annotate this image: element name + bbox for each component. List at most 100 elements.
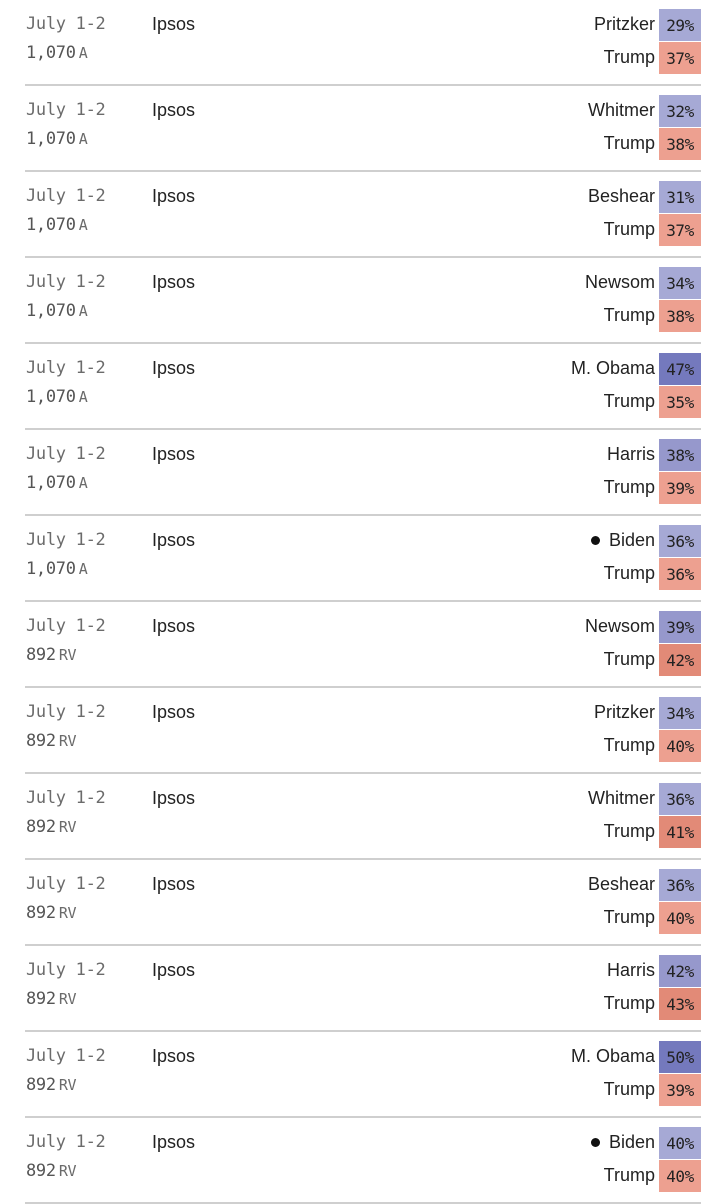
sample-size: 1,070 A — [26, 215, 88, 235]
candidate-2-pct: 42% — [659, 644, 701, 676]
candidate-1-label: Beshear — [587, 874, 655, 894]
poll-row[interactable]: July 1-2 892 RV Ipsos Beshear 36% Trump 4… — [25, 860, 701, 946]
candidate-1-label: Newsom — [584, 272, 655, 292]
poll-date: July 1-2 — [26, 100, 106, 120]
candidate-1-name: Beshear — [588, 186, 655, 207]
candidate-2-name: Trump — [603, 391, 655, 411]
candidate-1-label: Pritzker — [593, 702, 655, 722]
candidate-2-name: Trump — [603, 563, 655, 583]
candidate-2-name: Trump — [603, 1079, 655, 1099]
sample-size: 1,070 A — [26, 559, 88, 579]
sample-size: 1,070 A — [26, 301, 88, 321]
poll-date: July 1-2 — [26, 444, 106, 464]
leader-dot-icon — [590, 1138, 600, 1147]
poll-row[interactable]: July 1-2 892 RV Ipsos Newsom 39% Trump 42… — [25, 602, 701, 688]
candidate-1-name: M. Obama — [571, 358, 655, 379]
sample-type: A — [78, 302, 88, 320]
poll-date: July 1-2 — [26, 616, 106, 636]
sample-size: 1,070 A — [26, 473, 88, 493]
poll-row[interactable]: July 1-2 1,070 A Ipsos Beshear 31% Trump … — [25, 172, 701, 258]
sample-type: RV — [58, 1076, 77, 1094]
poll-date: July 1-2 — [26, 530, 106, 550]
pollster-name[interactable]: Ipsos — [152, 272, 196, 292]
candidate-1-pct: 40% — [659, 1127, 701, 1159]
pollster-name[interactable]: Ipsos — [152, 186, 196, 206]
candidate-1-name: Beshear — [588, 874, 655, 895]
pollster-name[interactable]: Ipsos — [152, 100, 196, 120]
pollster-name[interactable]: Ipsos — [152, 960, 196, 980]
poll-row[interactable]: July 1-2 1,070 A Ipsos M. Obama 47% Trump… — [25, 344, 701, 430]
candidate-1-pct: 31% — [659, 181, 701, 213]
candidate-2-pct: 38% — [659, 128, 701, 160]
pollster-name[interactable]: Ipsos — [152, 1132, 196, 1152]
candidate-2-pct: 38% — [659, 300, 701, 332]
candidate-2-name: Trump — [603, 305, 655, 325]
pollster-name[interactable]: Ipsos — [152, 444, 196, 464]
sample-size: 892 RV — [26, 989, 77, 1009]
sample-count: 892 — [26, 1075, 56, 1095]
pollster-name[interactable]: Ipsos — [152, 788, 196, 808]
sample-count: 892 — [26, 1161, 56, 1181]
pollster-name[interactable]: Ipsos — [152, 1046, 196, 1066]
pollster-name[interactable]: Ipsos — [152, 530, 196, 550]
poll-date: July 1-2 — [26, 186, 106, 206]
candidate-1-pct: 42% — [659, 955, 701, 987]
candidate-2-pct: 37% — [659, 42, 701, 74]
sample-type: A — [78, 388, 88, 406]
candidate-2-name: Trump — [603, 821, 655, 841]
poll-date: July 1-2 — [26, 702, 106, 722]
candidate-2-pct: 40% — [659, 730, 701, 762]
poll-row[interactable]: July 1-2 892 RV Ipsos M. Obama 50% Trump … — [25, 1032, 701, 1118]
poll-row[interactable]: July 1-2 1,070 A Ipsos Whitmer 32% Trump … — [25, 86, 701, 172]
candidate-2-pct: 43% — [659, 988, 701, 1020]
pollster-name[interactable]: Ipsos — [152, 874, 196, 894]
sample-type: RV — [58, 1162, 77, 1180]
candidate-2-name: Trump — [603, 219, 655, 239]
sample-size: 892 RV — [26, 903, 77, 923]
sample-size: 1,070 A — [26, 387, 88, 407]
candidate-1-pct: 39% — [659, 611, 701, 643]
poll-row[interactable]: July 1-2 892 RV Ipsos Harris 42% Trump 43… — [25, 946, 701, 1032]
poll-row[interactable]: July 1-2 1,070 A Ipsos Newsom 34% Trump 3… — [25, 258, 701, 344]
candidate-1-label: M. Obama — [570, 1046, 655, 1066]
candidate-1-label: M. Obama — [570, 358, 655, 378]
candidate-1-name: Harris — [607, 444, 655, 465]
poll-row[interactable]: July 1-2 892 RV Ipsos Whitmer 36% Trump 4… — [25, 774, 701, 860]
candidate-1-name: Biden — [590, 530, 655, 551]
sample-type: RV — [58, 818, 77, 836]
poll-row[interactable]: July 1-2 892 RV Ipsos Pritzker 34% Trump … — [25, 688, 701, 774]
sample-type: A — [78, 474, 88, 492]
candidate-1-pct: 34% — [659, 697, 701, 729]
sample-size: 892 RV — [26, 1075, 77, 1095]
sample-count: 892 — [26, 903, 56, 923]
poll-row[interactable]: July 1-2 1,070 A Ipsos Pritzker 29% Trump… — [25, 0, 701, 86]
candidate-2-name: Trump — [603, 649, 655, 669]
sample-type: A — [78, 560, 88, 578]
sample-count: 892 — [26, 645, 56, 665]
pollster-name[interactable]: Ipsos — [152, 14, 196, 34]
candidate-1-name: Pritzker — [594, 702, 655, 723]
poll-row[interactable]: July 1-2 1,070 A Ipsos Biden 36% Trump 36… — [25, 516, 701, 602]
sample-type: A — [78, 216, 88, 234]
poll-row[interactable]: July 1-2 892 RV Ipsos Biden 40% Trump 40% — [25, 1118, 701, 1204]
candidate-2-pct: 37% — [659, 214, 701, 246]
poll-date: July 1-2 — [26, 272, 106, 292]
pollster-name[interactable]: Ipsos — [152, 616, 196, 636]
poll-date: July 1-2 — [26, 960, 106, 980]
candidate-1-pct: 32% — [659, 95, 701, 127]
sample-count: 1,070 — [26, 559, 76, 579]
candidate-1-label: Whitmer — [588, 100, 655, 120]
pollster-name[interactable]: Ipsos — [152, 702, 196, 722]
candidate-2-name: Trump — [603, 993, 655, 1013]
candidate-1-name: Newsom — [585, 616, 655, 637]
pollster-name[interactable]: Ipsos — [152, 358, 196, 378]
sample-count: 1,070 — [26, 387, 76, 407]
poll-row[interactable]: July 1-2 1,070 A Ipsos Harris 38% Trump 3… — [25, 430, 701, 516]
sample-size: 1,070 A — [26, 129, 88, 149]
candidate-2-pct: 35% — [659, 386, 701, 418]
candidate-1-label: Beshear — [587, 186, 655, 206]
sample-type: RV — [58, 990, 77, 1008]
candidate-1-name: Biden — [590, 1132, 655, 1153]
sample-size: 1,070 A — [26, 43, 88, 63]
sample-size: 892 RV — [26, 731, 77, 751]
